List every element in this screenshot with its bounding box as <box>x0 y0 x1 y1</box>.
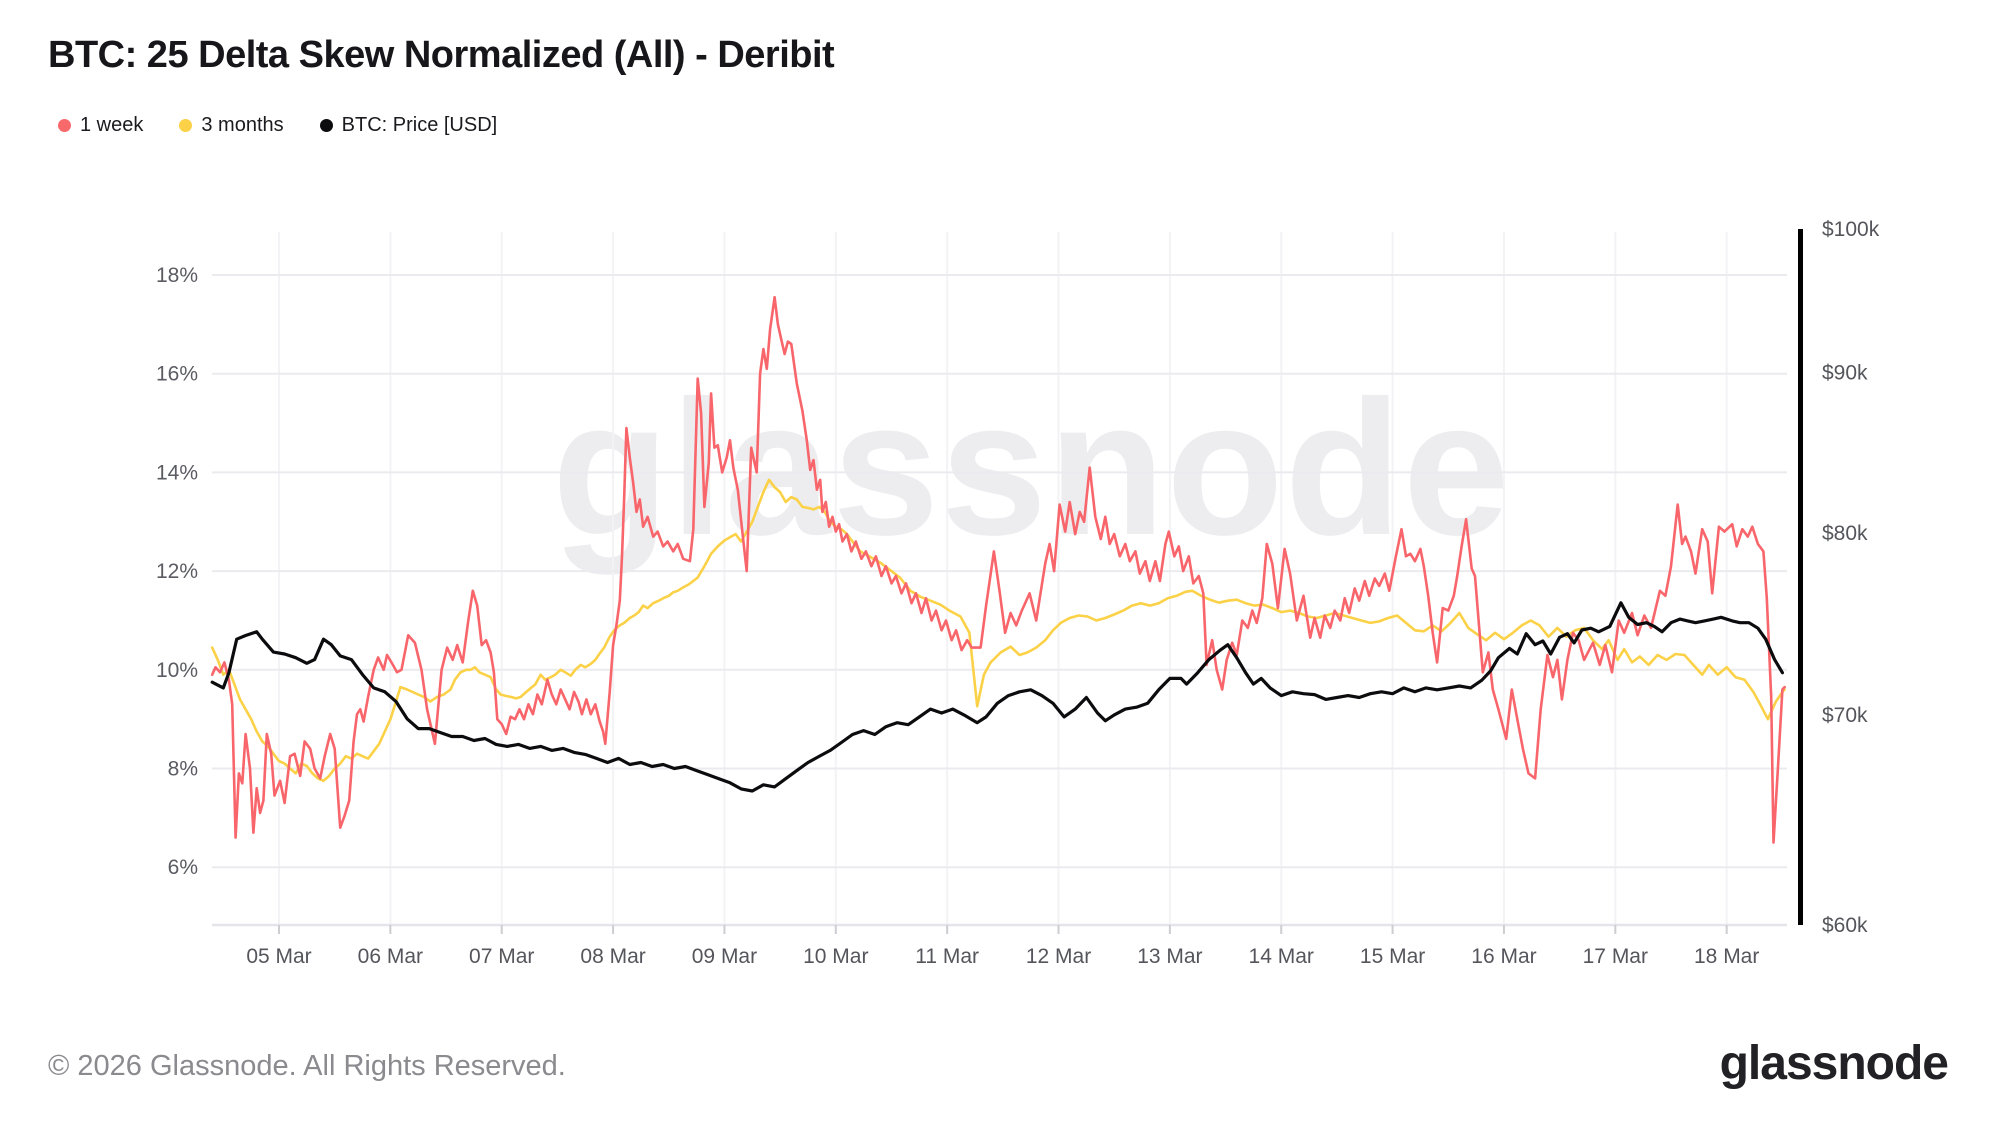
x-axis-label: 08 Mar <box>580 945 645 968</box>
legend-item-btc-price[interactable]: BTC: Price [USD] <box>319 114 498 137</box>
y-axis-left-label: 12% <box>156 560 198 583</box>
legend-label: 3 months <box>201 114 284 136</box>
copyright-text: © 2026 Glassnode. All Rights Reserved. <box>48 1050 566 1082</box>
legend-item-1-week[interactable]: 1 week <box>58 114 143 137</box>
y-axis-left-label: 18% <box>156 264 198 287</box>
x-axis-label: 10 Mar <box>803 945 868 968</box>
y-axis-right-label: $60k <box>1822 914 1868 937</box>
x-axis-label: 05 Mar <box>246 945 311 968</box>
x-axis-label: 11 Mar <box>915 945 979 968</box>
chart-legend: 1 week 3 months BTC: Price [USD] <box>58 114 497 137</box>
y-axis-right-label: $70k <box>1822 704 1868 727</box>
series-dot-icon <box>179 119 193 132</box>
y-axis-left-label: 8% <box>168 758 198 781</box>
x-axis-label: 06 Mar <box>358 945 423 968</box>
x-axis-label: 18 Mar <box>1694 945 1759 968</box>
glassnode-logo: glassnode <box>1719 1037 1949 1090</box>
x-axis-label: 07 Mar <box>469 945 534 968</box>
series-dot-icon <box>319 119 333 132</box>
y-axis-right-label: $90k <box>1822 361 1868 384</box>
x-axis-label: 09 Mar <box>692 945 757 968</box>
series-line-1-week <box>210 295 1786 844</box>
x-axis-label: 12 Mar <box>1026 945 1091 968</box>
x-axis-label: 13 Mar <box>1137 945 1202 968</box>
y-axis-left-label: 14% <box>156 461 198 484</box>
x-axis-label: 17 Mar <box>1583 945 1648 968</box>
x-axis-label: 14 Mar <box>1249 945 1314 968</box>
series-line-btc-price-usd- <box>210 601 1785 793</box>
x-axis-label: 15 Mar <box>1360 945 1425 968</box>
right-axis-bar <box>1798 229 1803 925</box>
legend-label: 1 week <box>80 114 144 136</box>
series-dot-icon <box>58 119 71 132</box>
y-axis-left-label: 16% <box>156 363 198 386</box>
series-line-3-months <box>210 478 1786 783</box>
y-axis-right-label: $100k <box>1822 218 1880 241</box>
x-axis-label: 16 Mar <box>1471 945 1536 968</box>
y-axis-left-label: 6% <box>168 856 198 879</box>
legend-item-3-months[interactable]: 3 months <box>179 114 284 137</box>
legend-label: BTC: Price [USD] <box>341 114 498 136</box>
y-axis-right-label: $80k <box>1822 522 1868 545</box>
page-title: BTC: 25 Delta Skew Normalized (All) - De… <box>48 34 835 76</box>
y-axis-left-label: 10% <box>156 659 198 682</box>
